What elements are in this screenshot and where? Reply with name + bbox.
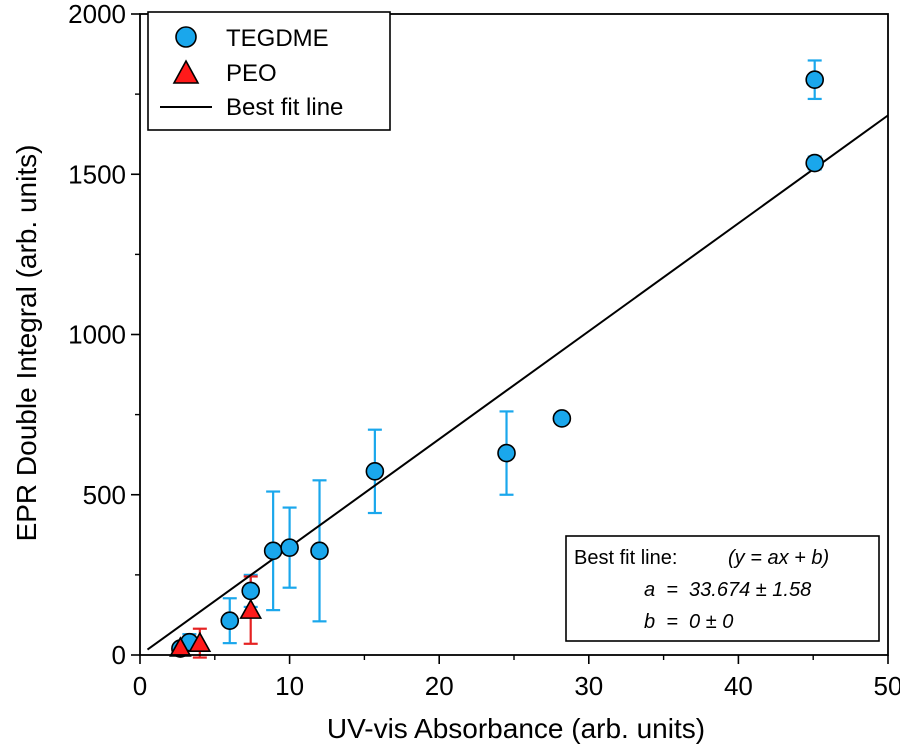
fit-annotation-box <box>565 535 880 642</box>
fit-annotation-equation: (y = ax + b) <box>728 547 829 569</box>
y-tick-label: 1500 <box>68 159 126 189</box>
tegdme-point <box>805 153 824 173</box>
fit-annotation-title: Best fit line: <box>574 547 677 569</box>
fit-annotation-b: b = 0 ± 0 <box>644 611 733 633</box>
best-fit-line <box>146 114 889 651</box>
y-axis-title: EPR Double Integral (arb. units) <box>11 145 42 542</box>
fit-annotation: Best fit line: (y = ax + b) a = 33.674 ±… <box>565 535 880 642</box>
tegdme-point <box>241 581 261 601</box>
y-tick-label: 1000 <box>68 320 126 350</box>
fit-annotation-a: a = 33.674 ± 1.58 <box>644 579 811 601</box>
tegdme-point <box>220 611 240 631</box>
legend-marker-peo <box>172 59 200 84</box>
peo-point <box>188 631 212 652</box>
y-tick-label: 2000 <box>68 0 126 29</box>
x-tick-label: 10 <box>275 671 304 701</box>
fit-layer <box>146 114 889 651</box>
tegdme-point <box>805 70 824 90</box>
tegdme-point <box>263 541 283 561</box>
y-tick-label: 0 <box>112 640 126 670</box>
legend-label-peo: PEO <box>226 60 277 87</box>
tegdme-point <box>310 541 329 561</box>
peo-point <box>169 636 192 657</box>
x-tick-label: 30 <box>574 671 603 701</box>
tegdme-point <box>552 409 572 428</box>
y-tick-label: 500 <box>83 480 126 510</box>
x-tick-label: 50 <box>874 671 900 701</box>
tegdme-point <box>280 538 299 557</box>
tegdme-point <box>365 462 385 481</box>
legend-label-fit: Best fit line <box>226 94 343 121</box>
legend-marker-tegdme <box>175 26 197 48</box>
tegdme-point <box>497 443 516 463</box>
x-tick-label: 20 <box>425 671 454 701</box>
points-layer <box>169 70 824 658</box>
x-tick-label: 0 <box>133 671 147 701</box>
peo-point <box>239 598 263 619</box>
legend: TEGDME PEO Best fit line <box>147 11 391 131</box>
legend-label-tegdme: TEGDME <box>226 25 329 52</box>
x-axis-title: UV-vis Absorbance (arb. units) <box>327 713 705 744</box>
x-tick-label: 40 <box>724 671 753 701</box>
